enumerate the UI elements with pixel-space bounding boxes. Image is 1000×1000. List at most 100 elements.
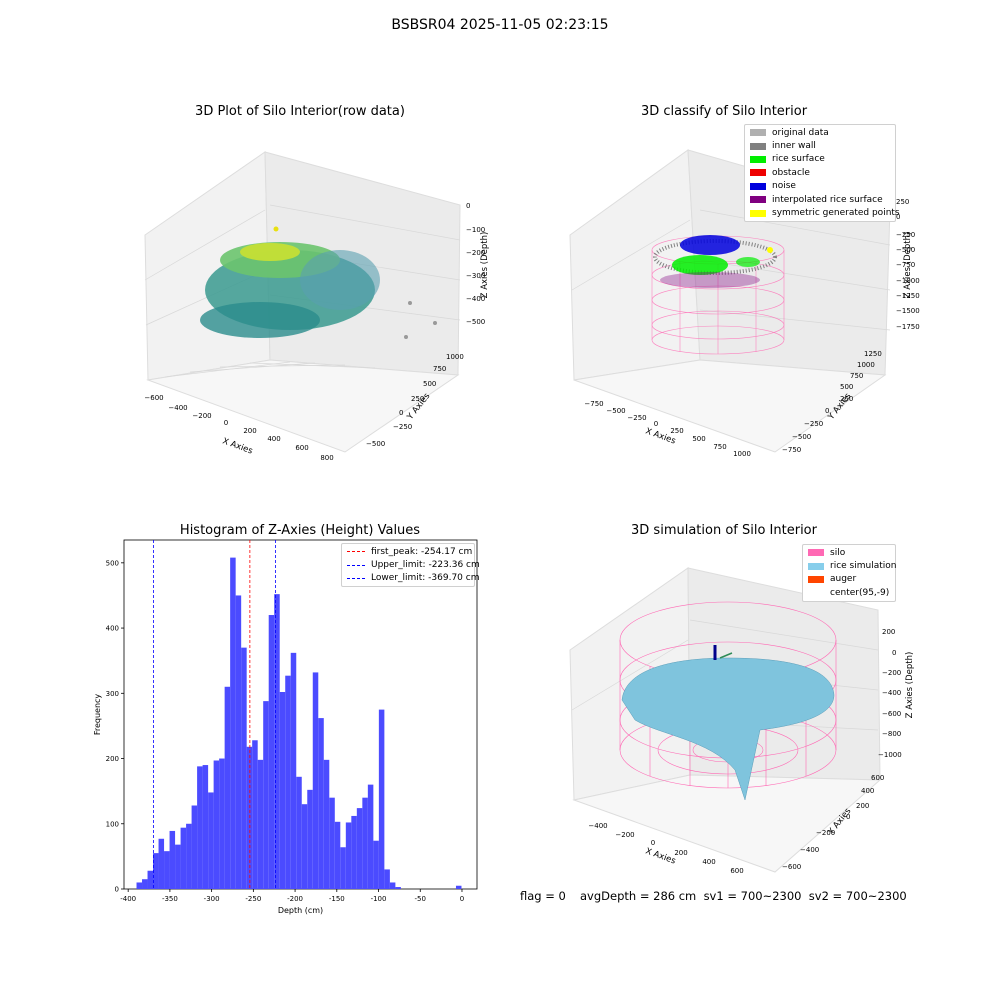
svg-text:−200: −200 [466, 249, 485, 257]
histogram-legend: first_peak: -254.17 cm Upper_limit: -223.… [341, 543, 480, 588]
x-tick-label: -100 [371, 895, 387, 903]
svg-text:200: 200 [882, 628, 895, 636]
histogram-bar [191, 805, 198, 889]
svg-text:−500: −500 [792, 433, 811, 441]
histogram-bar [257, 759, 264, 889]
legend-label: inner wall [772, 141, 816, 152]
histogram-bar [241, 647, 247, 889]
svg-text:−300: −300 [466, 272, 485, 280]
svg-text:−250: −250 [804, 420, 823, 428]
svg-text:400: 400 [267, 435, 280, 443]
svg-text:−400: −400 [168, 404, 187, 412]
legend-swatch [808, 575, 824, 583]
svg-text:750: 750 [433, 365, 446, 373]
histogram-bar [285, 675, 291, 889]
legend-swatch [750, 155, 766, 163]
svg-text:−1000: −1000 [878, 751, 902, 759]
legend-swatch [347, 577, 365, 579]
svg-text:−1250: −1250 [896, 292, 920, 300]
x-axis-label: Depth (cm) [278, 906, 323, 915]
svg-text:−200: −200 [192, 412, 211, 420]
legend-swatch [347, 551, 365, 553]
raw-point-cloud [200, 226, 437, 339]
simulation-legend: silo rice simulation auger center(95,-9) [802, 544, 896, 602]
histogram-bar [263, 701, 269, 889]
svg-text:0: 0 [651, 839, 655, 847]
histogram-bar [153, 853, 159, 889]
histogram-bar [164, 851, 170, 889]
legend-item: silo [803, 546, 895, 559]
histogram-bar [180, 827, 187, 889]
legend-item: Upper_limit: -223.36 cm [342, 558, 480, 571]
histogram-bar [219, 758, 225, 889]
x-tick-label: -350 [162, 895, 178, 903]
histogram-bar [246, 746, 253, 889]
legend-label: rice surface [772, 154, 825, 165]
legend-label: symmetric generated points [772, 208, 900, 219]
x-tick-label: -400 [120, 895, 136, 903]
x-tick-label: -300 [204, 895, 220, 903]
legend-swatch [750, 209, 766, 217]
legend-swatch [808, 589, 824, 596]
svg-text:−500: −500 [366, 440, 385, 448]
svg-text:600: 600 [871, 774, 884, 782]
svg-text:600: 600 [730, 867, 743, 875]
svg-text:0: 0 [654, 420, 658, 428]
simulation-z-label: Z Axies (Depth) [905, 652, 915, 719]
legend-label: obstacle [772, 167, 810, 178]
legend-swatch [750, 129, 766, 137]
histogram-bar [389, 882, 396, 889]
legend-item: original data [745, 126, 895, 139]
y-tick-label: 300 [106, 690, 119, 698]
svg-text:−1500: −1500 [896, 307, 920, 315]
legend-item: symmetric generated points [745, 206, 900, 219]
histogram-bar [268, 615, 275, 889]
legend-label: first_peak: -254.17 cm [371, 546, 473, 557]
legend-swatch [808, 549, 824, 557]
legend-label: Lower_limit: -369.70 cm [371, 573, 480, 584]
classify-plot-title: 3D classify of Silo Interior [640, 104, 808, 119]
histogram-chart: -400 -350 -300 -250 -200 -150 -100 -50 0 0 100 200 3… [93, 539, 478, 915]
y-tick-label: 0 [115, 886, 119, 894]
svg-text:200: 200 [856, 802, 869, 810]
svg-text:1000: 1000 [733, 450, 751, 458]
histogram-bar [395, 887, 401, 889]
histogram-bar [340, 847, 346, 889]
histogram-bar [186, 823, 192, 889]
svg-text:−200: −200 [882, 669, 901, 677]
svg-text:0: 0 [825, 407, 829, 415]
svg-text:400: 400 [702, 858, 715, 866]
legend-swatch [750, 169, 766, 177]
histogram-bar [301, 804, 308, 889]
y-tick-label: 500 [106, 559, 119, 567]
svg-text:0: 0 [224, 419, 228, 427]
svg-text:500: 500 [840, 383, 853, 391]
histogram-bar [136, 882, 143, 889]
svg-text:−250: −250 [896, 231, 915, 239]
legend-item: interpolated rice surface [745, 193, 895, 206]
histogram-bar [274, 594, 280, 889]
histogram-bar [208, 792, 214, 889]
histogram-bar [296, 776, 302, 889]
x-tick-label: 0 [460, 895, 464, 903]
legend-label: center(95,-9) [830, 587, 890, 598]
raw-plot-title: 3D Plot of Silo Interior(row data) [195, 104, 405, 119]
y-tick-label: 200 [106, 755, 119, 763]
legend-item: Lower_limit: -369.70 cm [342, 572, 479, 585]
svg-text:−600: −600 [782, 863, 801, 871]
legend-swatch [750, 196, 766, 204]
svg-text:−750: −750 [584, 400, 603, 408]
raw-z-label: Z Axies (Depth) [480, 232, 490, 299]
stats-text: avgDepth = 286 cm sv1 = 700~2300 sv2 = 7… [580, 889, 907, 903]
svg-text:0: 0 [892, 649, 896, 657]
histogram-bar [367, 784, 374, 889]
legend-label: auger [830, 574, 857, 585]
y-tick-label: 400 [106, 625, 119, 633]
legend-swatch [347, 564, 365, 566]
classify-legend: original data inner wall rice surface obsta… [744, 124, 900, 222]
svg-text:−400: −400 [800, 846, 819, 854]
histogram-bar [318, 718, 324, 889]
histogram-bar [197, 766, 203, 889]
svg-text:−500: −500 [466, 318, 485, 326]
x-tick-label: -50 [415, 895, 426, 903]
